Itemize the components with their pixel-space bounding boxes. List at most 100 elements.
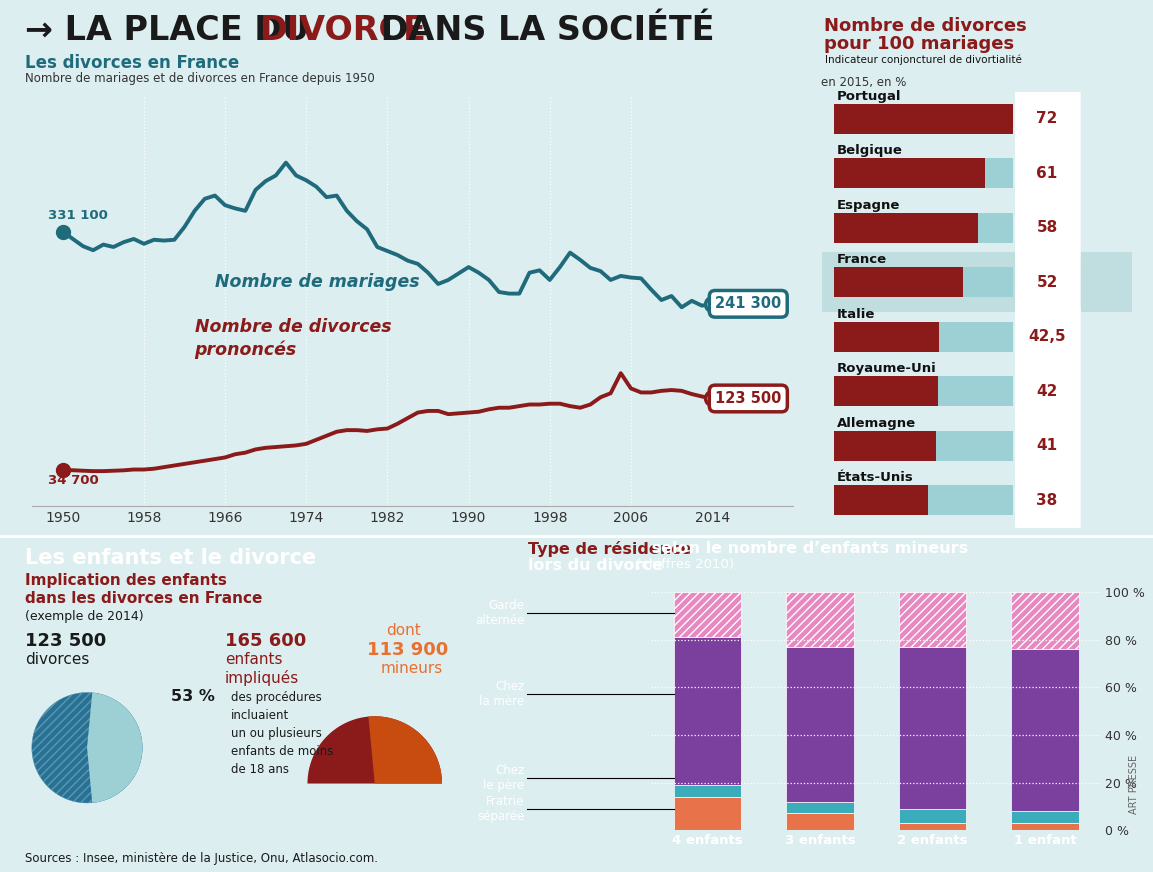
Bar — [1011, 823, 1078, 830]
Polygon shape — [88, 692, 142, 803]
Text: dans les divorces en France: dans les divorces en France — [25, 591, 263, 606]
Text: Allemagne: Allemagne — [837, 417, 915, 430]
Text: Garde
alternée: Garde alternée — [475, 599, 525, 627]
FancyBboxPatch shape — [1016, 306, 1080, 368]
Polygon shape — [308, 716, 442, 784]
Text: divorces: divorces — [25, 652, 90, 667]
Bar — [834, 213, 978, 242]
Text: pour 100 mariages: pour 100 mariages — [824, 35, 1015, 52]
Bar — [899, 592, 966, 647]
FancyBboxPatch shape — [1016, 415, 1080, 477]
Text: Nombre de divorces: Nombre de divorces — [824, 17, 1027, 35]
Bar — [822, 252, 1132, 312]
Text: des procédures
incluaient
un ou plusieurs
enfants de moins
de 18 ans: des procédures incluaient un ou plusieur… — [231, 691, 333, 775]
Bar — [673, 785, 741, 797]
Text: Indicateur conjoncturel de divortialité: Indicateur conjoncturel de divortialité — [824, 55, 1022, 65]
Bar — [834, 213, 1012, 242]
Text: (exemple de 2014): (exemple de 2014) — [25, 610, 144, 623]
Text: 52: 52 — [1037, 275, 1057, 290]
Text: Sources : Insee, ministère de la Justice, Onu, Atlasocio.com.: Sources : Insee, ministère de la Justice… — [25, 852, 378, 865]
Bar — [834, 486, 928, 515]
Text: 58: 58 — [1037, 221, 1057, 235]
Text: 123 500: 123 500 — [715, 391, 782, 406]
FancyBboxPatch shape — [1016, 360, 1080, 422]
Text: en 2015, en %: en 2015, en % — [821, 77, 906, 89]
Bar — [786, 801, 853, 814]
Text: 38: 38 — [1037, 493, 1057, 508]
Text: mineurs: mineurs — [380, 661, 443, 676]
Bar — [899, 647, 966, 808]
Text: 241 300: 241 300 — [715, 296, 782, 311]
Text: 123 500: 123 500 — [25, 632, 106, 651]
Text: DANS LA SOCIÉTÉ: DANS LA SOCIÉTÉ — [369, 14, 715, 47]
Text: 165 600: 165 600 — [225, 632, 306, 651]
Text: ART PRESSE: ART PRESSE — [1129, 755, 1139, 814]
Bar — [834, 159, 1012, 188]
Text: Chez
la mère: Chez la mère — [480, 680, 525, 708]
FancyBboxPatch shape — [1016, 469, 1080, 531]
Text: impliqués: impliqués — [225, 670, 299, 685]
Bar — [899, 823, 966, 830]
Text: enfants: enfants — [225, 652, 282, 667]
Text: États-Unis: États-Unis — [837, 471, 913, 484]
Text: 113 900: 113 900 — [367, 641, 447, 659]
Bar — [1011, 649, 1078, 811]
Text: Italie: Italie — [837, 308, 875, 321]
Bar — [834, 377, 1012, 406]
Text: dont: dont — [386, 623, 421, 638]
Bar — [834, 322, 1012, 351]
Bar — [834, 159, 986, 188]
FancyBboxPatch shape — [1016, 88, 1080, 150]
Bar — [1011, 592, 1078, 649]
Text: Espagne: Espagne — [837, 199, 900, 212]
Text: 61: 61 — [1037, 166, 1057, 181]
Polygon shape — [32, 692, 142, 803]
Text: France: France — [837, 253, 887, 266]
Text: Type de résidence: Type de résidence — [528, 541, 692, 556]
Bar — [834, 268, 963, 297]
Bar — [673, 797, 741, 830]
Text: 331 100: 331 100 — [47, 209, 107, 222]
FancyBboxPatch shape — [1016, 197, 1080, 259]
Text: 53 %: 53 % — [171, 689, 214, 704]
Bar — [899, 808, 966, 823]
Text: Les divorces en France: Les divorces en France — [25, 54, 240, 72]
Text: Les enfants et le divorce: Les enfants et le divorce — [25, 548, 317, 568]
Text: Portugal: Portugal — [837, 90, 900, 103]
Text: Chez
le père: Chez le père — [483, 764, 525, 792]
FancyBboxPatch shape — [1016, 142, 1080, 204]
Bar — [786, 647, 853, 801]
Text: 42: 42 — [1037, 384, 1057, 399]
Bar — [786, 592, 853, 647]
Bar — [834, 377, 939, 406]
Text: 41: 41 — [1037, 439, 1057, 453]
Polygon shape — [369, 716, 442, 784]
FancyBboxPatch shape — [1016, 251, 1080, 313]
Text: Fratrie
séparée: Fratrie séparée — [477, 794, 525, 822]
Text: selon le nombre d’enfants mineurs: selon le nombre d’enfants mineurs — [646, 541, 967, 555]
Text: → LA PLACE DU: → LA PLACE DU — [25, 14, 322, 47]
Bar — [673, 637, 741, 785]
Bar — [834, 322, 940, 351]
Text: Nombre de mariages: Nombre de mariages — [214, 273, 420, 291]
Bar — [834, 104, 1012, 133]
Text: lors du divorce: lors du divorce — [528, 558, 663, 573]
Bar — [834, 104, 1012, 133]
Bar — [1011, 811, 1078, 823]
Text: Nombre de divorces
prononcés: Nombre de divorces prononcés — [195, 317, 391, 358]
Bar — [673, 592, 741, 637]
Text: 42,5: 42,5 — [1028, 330, 1065, 344]
Text: (chiffres 2010): (chiffres 2010) — [632, 558, 733, 571]
Bar — [834, 268, 1012, 297]
Text: Royaume-Uni: Royaume-Uni — [837, 362, 936, 375]
Bar — [834, 431, 935, 460]
Bar — [834, 431, 1012, 460]
Text: Implication des enfants: Implication des enfants — [25, 573, 227, 588]
Bar — [786, 814, 853, 830]
Bar — [834, 486, 1012, 515]
Text: 34 700: 34 700 — [47, 473, 98, 487]
Text: Belgique: Belgique — [837, 144, 903, 157]
Text: 72: 72 — [1037, 112, 1057, 126]
Text: Nombre de mariages et de divorces en France depuis 1950: Nombre de mariages et de divorces en Fra… — [25, 72, 375, 85]
Text: DIVORCE: DIVORCE — [259, 14, 427, 47]
